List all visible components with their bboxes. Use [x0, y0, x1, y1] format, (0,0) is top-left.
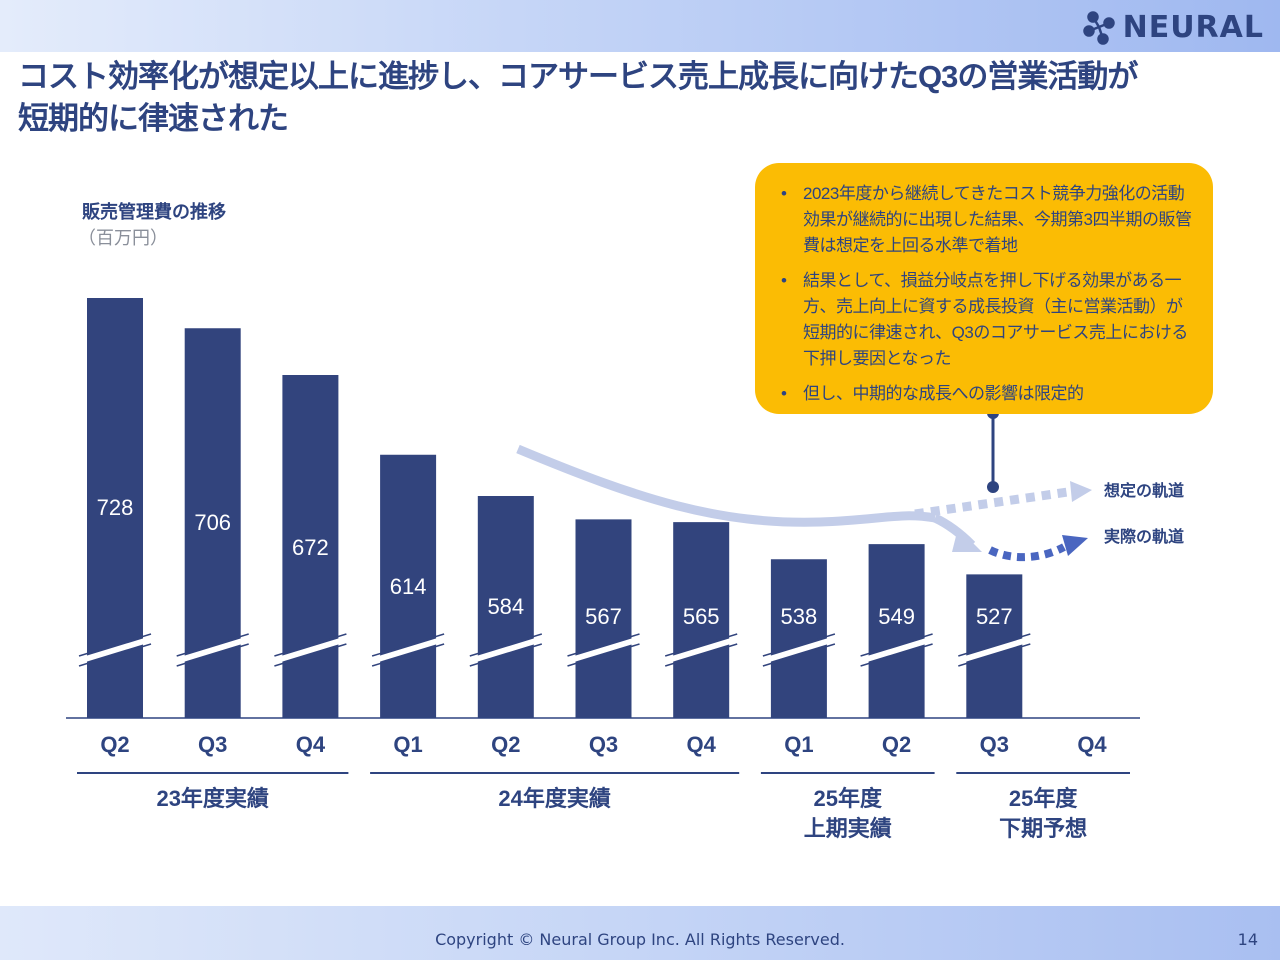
- group-label: 23年度実績: [156, 786, 268, 811]
- expected-trajectory-label: 想定の軌道: [1103, 481, 1184, 500]
- group-label: 下期予想: [999, 816, 1087, 841]
- bar: [673, 522, 730, 718]
- bar: [868, 544, 925, 718]
- axis-break-line: [274, 643, 347, 667]
- bar-value-label: 706: [194, 510, 231, 535]
- expected-trend-dotted: [914, 487, 1069, 519]
- bar-value-label: 538: [781, 604, 818, 629]
- axis-break-gap: [665, 636, 738, 664]
- bar-value-label: 549: [878, 604, 915, 629]
- axis-break-line: [958, 633, 1031, 657]
- axis-break-line: [176, 643, 249, 667]
- callout-connector-dot-bottom: [987, 481, 999, 493]
- footer: Copyright © Neural Group Inc. All Rights…: [0, 906, 1280, 960]
- axis-break-line: [371, 643, 445, 667]
- axis-break-gap: [762, 636, 835, 664]
- logo-text: NEURAL: [1122, 9, 1264, 45]
- bar-value-label: 527: [976, 604, 1013, 629]
- x-tick-label: Q3: [980, 732, 1009, 757]
- axis-break-gap: [469, 636, 542, 664]
- x-tick-label: Q3: [589, 732, 618, 757]
- x-tick-label: Q1: [393, 732, 422, 757]
- axis-break-gap: [860, 636, 933, 664]
- bar-value-label: 565: [683, 604, 720, 629]
- header-band: [0, 0, 1280, 52]
- group-label: 上期実績: [804, 816, 892, 841]
- axis-break-line: [762, 633, 836, 657]
- callout-bullet-1: 2023年度から継続してきたコスト競争力強化の活動効果が継続的に出現した結果、今…: [777, 181, 1193, 259]
- page-number: 14: [1237, 930, 1258, 949]
- axis-break-line: [567, 643, 640, 667]
- actual-trend-arrowhead-light: [952, 528, 982, 552]
- axis-break-gap: [958, 636, 1031, 664]
- copyright-text: Copyright © Neural Group Inc. All Rights…: [435, 930, 845, 949]
- neural-logo: NEURAL: [1081, 8, 1264, 46]
- actual-trajectory-label: 実際の軌道: [1104, 527, 1184, 546]
- sga-bar-chart: 想定の軌道 実際の軌道 728 Q2 706 Q3 672 Q4 614 Q1 584 Q2 567…: [66, 298, 1184, 841]
- bar-value-label: 614: [390, 574, 427, 599]
- x-tick-label: Q1: [784, 732, 813, 757]
- axis-break-line: [762, 643, 836, 667]
- bar: [575, 519, 632, 718]
- page-title-line-2: 短期的に律速された: [18, 101, 289, 136]
- actual-trend-dotted: [988, 543, 1066, 562]
- x-tick-label: Q4: [296, 732, 326, 757]
- axis-break-line: [860, 633, 933, 657]
- group-label: 25年度: [1009, 786, 1078, 811]
- axis-break-line: [78, 643, 152, 667]
- callout-bullet-3: 但し、中期的な成長への影響は限定的: [777, 381, 1193, 407]
- page-title-line-1: コスト効率化が想定以上に進捗し、コアサービス売上成長に向けたQ3の営業活動が: [18, 59, 1138, 94]
- expected-trend-arrowhead: [1070, 481, 1092, 502]
- bar: [477, 496, 534, 718]
- axis-break-line: [664, 633, 738, 657]
- page-title: コスト効率化が想定以上に進捗し、コアサービス売上成長に向けたQ3の営業活動が 短…: [18, 56, 1258, 140]
- neural-logo-icon: [1082, 11, 1115, 45]
- x-tick-label: Q4: [687, 732, 717, 757]
- axis-break-line: [274, 633, 347, 657]
- bar-value-label: 728: [97, 495, 134, 520]
- x-tick-label: Q2: [100, 732, 129, 757]
- axis-break-line: [176, 633, 249, 657]
- axis-break-gap: [372, 636, 445, 664]
- axis-break-line: [958, 643, 1031, 667]
- explanation-callout: 2023年度から継続してきたコスト競争力強化の活動効果が継続的に出現した結果、今…: [755, 163, 1213, 414]
- bar-value-label: 672: [292, 535, 329, 560]
- expected-trend-curve: [516, 444, 936, 527]
- x-tick-label: Q2: [882, 732, 911, 757]
- axis-break-line: [567, 633, 640, 657]
- bar-value-label: 584: [487, 594, 524, 619]
- chart-title: 販売管理費の推移: [82, 202, 226, 222]
- actual-trend-arrowhead: [1062, 535, 1088, 556]
- x-tick-label: Q4: [1077, 732, 1107, 757]
- x-tick-label: Q3: [198, 732, 227, 757]
- axis-break-line: [469, 633, 543, 657]
- bar: [380, 454, 437, 718]
- axis-break-line: [664, 643, 738, 667]
- x-tick-label: Q2: [491, 732, 520, 757]
- axis-break-line: [469, 643, 543, 667]
- callout-bullet-2: 結果として、損益分岐点を押し下げる効果がある一方、売上向上に資する成長投資（主に…: [777, 268, 1193, 372]
- axis-break-gap: [176, 636, 249, 664]
- group-label: 25年度: [814, 786, 883, 811]
- axis-break-line: [371, 633, 445, 657]
- group-label: 24年度実績: [498, 786, 610, 811]
- bar-value-label: 567: [585, 604, 622, 629]
- chart-unit: （百万円）: [78, 228, 168, 248]
- axis-break-line: [860, 643, 933, 667]
- axis-break-gap: [274, 636, 347, 664]
- axis-break-gap: [79, 636, 151, 664]
- axis-break-gap: [567, 636, 640, 664]
- axis-break-line: [78, 633, 152, 657]
